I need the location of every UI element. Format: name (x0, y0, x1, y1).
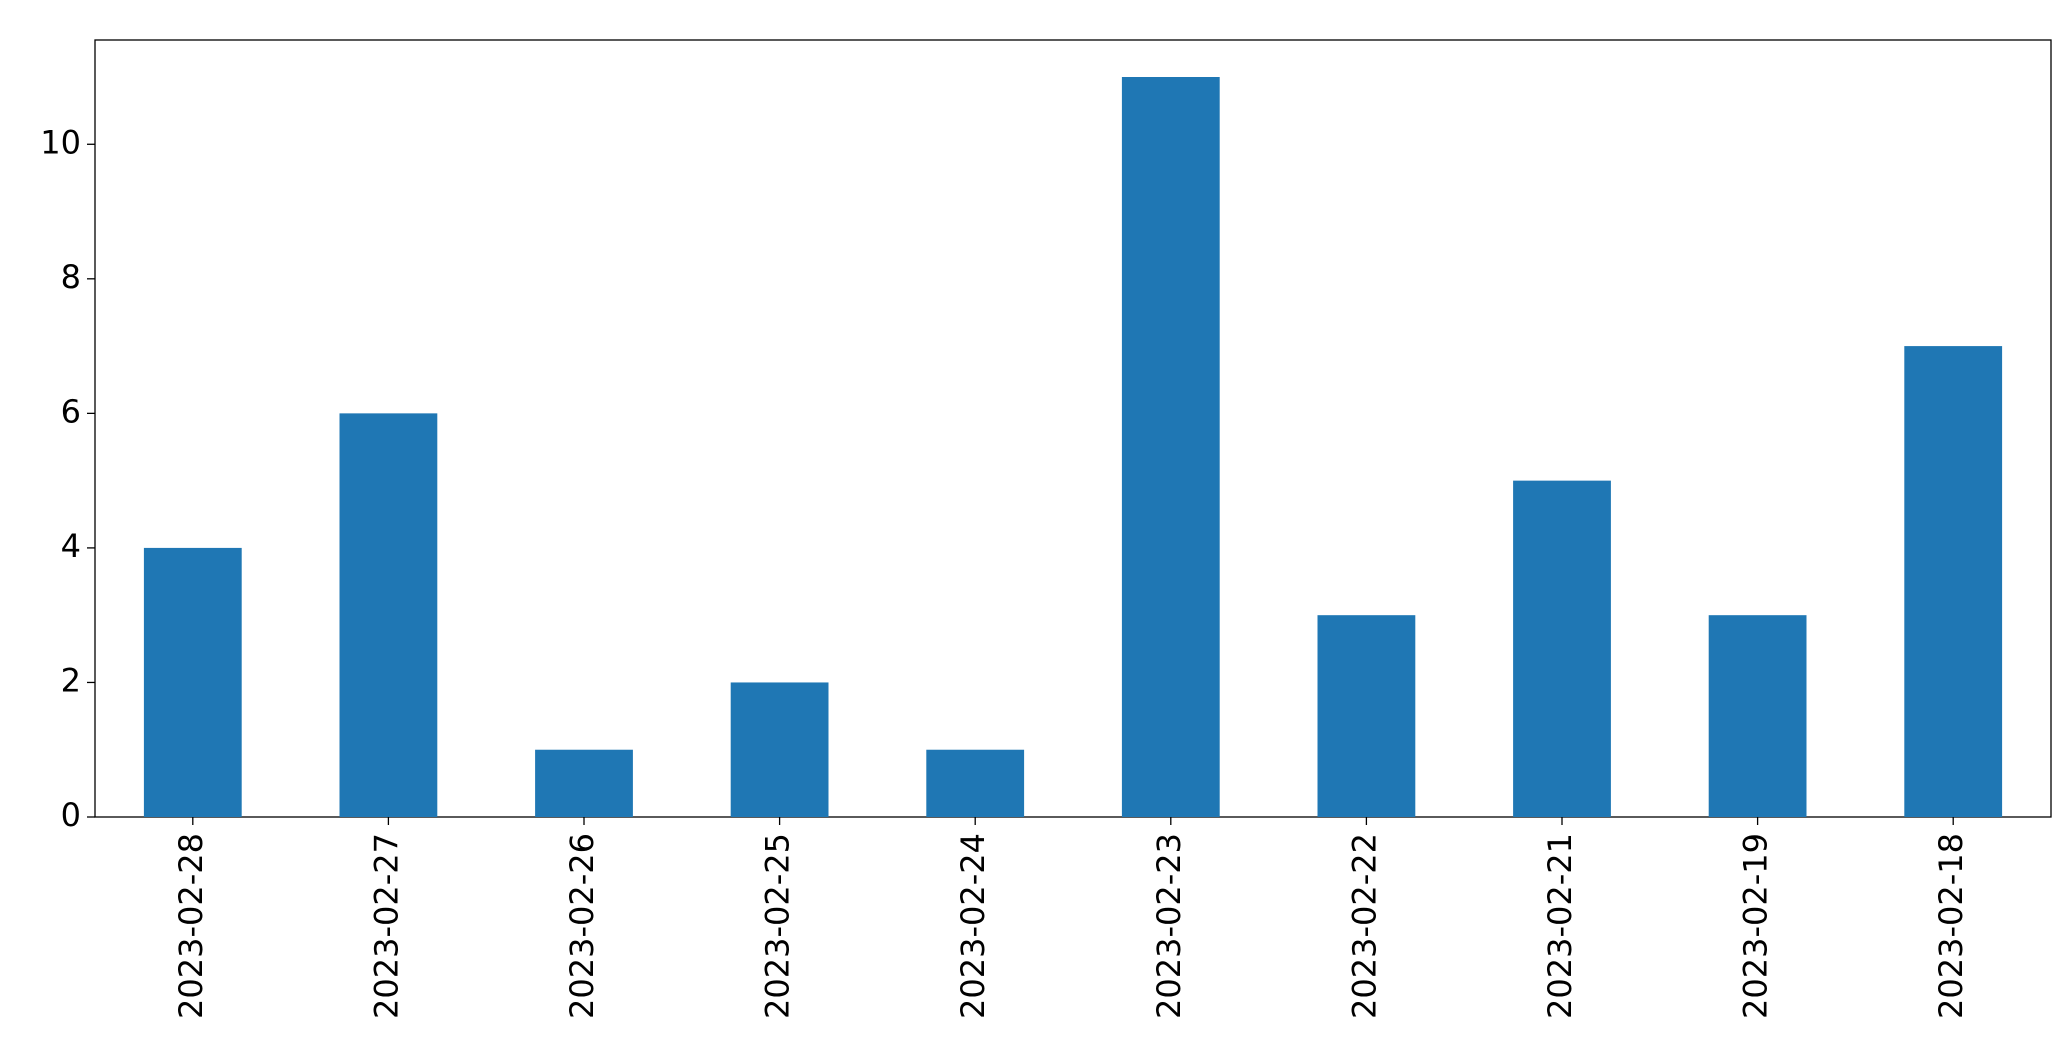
x-tick-label: 2023-02-26 (563, 833, 601, 1019)
bar (1121, 77, 1220, 817)
y-tick-label: 4 (61, 527, 81, 565)
bar (1317, 615, 1416, 817)
x-tick-label: 2023-02-22 (1345, 833, 1383, 1019)
y-tick-label: 10 (40, 123, 81, 161)
bar (926, 749, 1025, 817)
x-tick-label: 2023-02-19 (1737, 833, 1775, 1019)
bar (143, 547, 242, 817)
bar (1904, 346, 2003, 817)
y-tick-label: 2 (61, 661, 81, 699)
y-tick-label: 6 (61, 392, 81, 430)
x-tick-label: 2023-02-28 (172, 833, 210, 1019)
x-tick-label: 2023-02-25 (759, 833, 797, 1019)
x-tick-label: 2023-02-27 (367, 833, 405, 1019)
x-tick-label: 2023-02-24 (954, 833, 992, 1019)
x-tick-label: 2023-02-18 (1932, 833, 1970, 1019)
bar (730, 682, 829, 817)
x-tick-label: 2023-02-23 (1150, 833, 1188, 1019)
x-tick-label: 2023-02-21 (1541, 833, 1579, 1019)
y-tick-label: 0 (61, 796, 81, 834)
plot-frame (94, 39, 2052, 818)
bar (535, 749, 633, 817)
bar (339, 413, 438, 817)
y-tick-label: 8 (61, 258, 81, 296)
bar (1513, 480, 1611, 817)
bar (1708, 615, 1807, 817)
